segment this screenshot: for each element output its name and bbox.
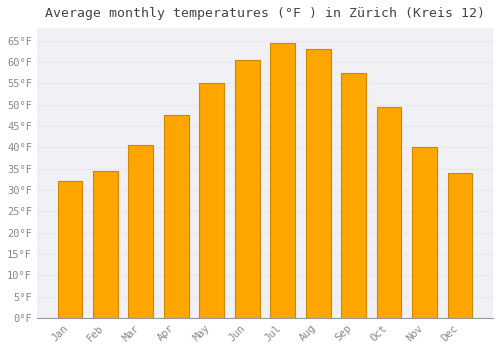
Bar [93, 171, 118, 318]
Bar [341, 73, 366, 318]
Bar [164, 116, 188, 318]
Bar [270, 43, 295, 318]
Bar [128, 145, 154, 318]
Title: Average monthly temperatures (°F ) in Zürich (Kreis 12): Average monthly temperatures (°F ) in Zü… [45, 7, 485, 20]
Bar [412, 147, 437, 318]
Bar [200, 83, 224, 318]
Bar [376, 107, 402, 318]
Bar [448, 173, 472, 318]
Bar [306, 49, 330, 318]
Bar [58, 182, 82, 318]
Bar [235, 60, 260, 318]
